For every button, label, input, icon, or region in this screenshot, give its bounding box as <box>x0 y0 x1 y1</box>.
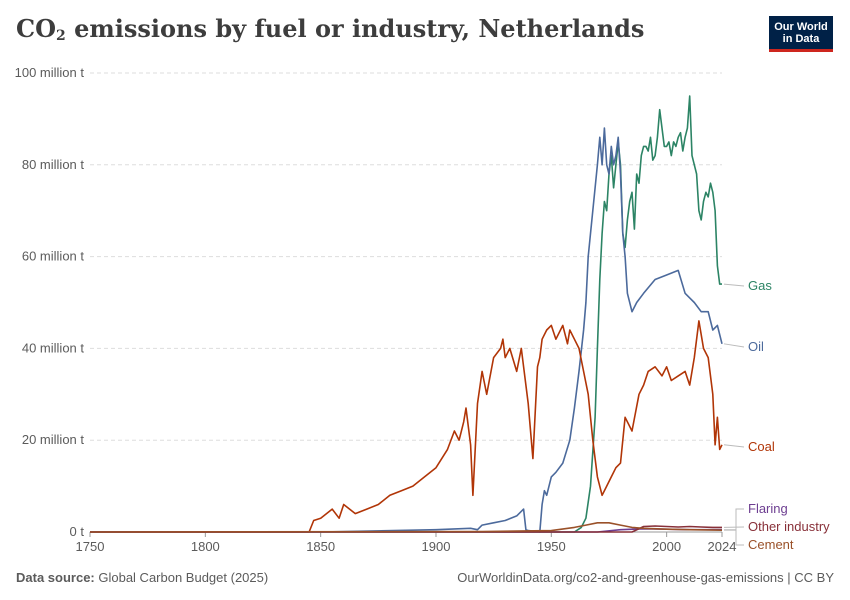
label-connector-coal <box>723 444 745 448</box>
series-line-gas[interactable] <box>90 95 722 533</box>
y-tick-label: 40 million t <box>22 340 85 355</box>
logo-line-2: in Data <box>782 33 820 45</box>
chart-title: CO2 emissions by fuel or industry, Nethe… <box>16 14 645 44</box>
series-label-other-industry[interactable]: Other industry <box>748 519 830 534</box>
label-connector-cement <box>724 529 744 546</box>
x-tick-label: 2024 <box>708 539 737 554</box>
logo-line-1: Our World <box>774 21 828 33</box>
x-axis-ticks: 1750 1800 1850 1900 1950 2000 2024 <box>76 532 737 554</box>
y-tick-label: 100 million t <box>15 65 85 80</box>
y-tick-label: 20 million t <box>22 432 85 447</box>
series-label-coal[interactable]: Coal <box>748 439 775 454</box>
x-tick-label: 2000 <box>652 539 681 554</box>
data-source: Data source: Global Carbon Budget (2025) <box>16 570 269 585</box>
series-label-flaring[interactable]: Flaring <box>748 501 788 516</box>
series-line-oil[interactable] <box>90 127 723 533</box>
source-url-license[interactable]: OurWorldinData.org/co2-and-greenhouse-ga… <box>457 570 834 585</box>
line-chart: 0 t 20 million t 40 million t 60 million t 8… <box>15 65 831 554</box>
x-tick-label: 1750 <box>76 539 105 554</box>
series-line-cement[interactable] <box>89 521 723 533</box>
x-tick-label: 1850 <box>306 539 335 554</box>
y-tick-label: 60 million t <box>22 249 85 264</box>
series-label-oil[interactable]: Oil <box>748 339 764 354</box>
series-line-other-industry[interactable] <box>90 525 722 533</box>
label-connector-gas <box>723 283 745 287</box>
gridlines <box>90 72 722 533</box>
x-tick-label: 1950 <box>537 539 566 554</box>
series-label-gas[interactable]: Gas <box>748 278 772 293</box>
series-line-coal[interactable] <box>90 320 723 533</box>
x-tick-label: 1800 <box>191 539 220 554</box>
label-connector-oil <box>723 343 745 348</box>
series-lines <box>89 95 723 533</box>
series-labels: Gas Oil Coal Flaring Other industry Cement <box>723 278 830 552</box>
owid-logo[interactable]: Our World in Data <box>769 16 833 52</box>
x-tick-label: 1900 <box>422 539 451 554</box>
series-label-cement[interactable]: Cement <box>748 537 794 552</box>
y-tick-label: 0 t <box>70 524 85 539</box>
y-axis-ticks: 0 t 20 million t 40 million t 60 million t 8… <box>15 65 85 539</box>
y-tick-label: 80 million t <box>22 157 85 172</box>
